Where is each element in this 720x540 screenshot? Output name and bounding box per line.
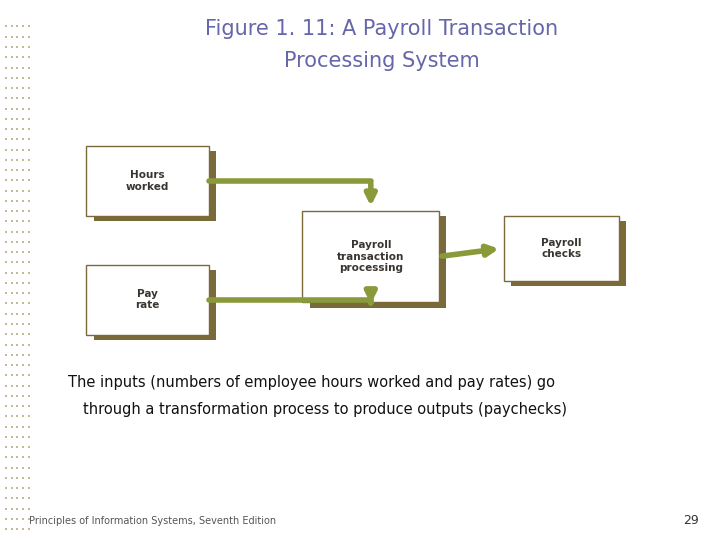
FancyBboxPatch shape [86,265,209,335]
Text: Principles of Information Systems, Seventh Edition: Principles of Information Systems, Seven… [29,516,276,526]
FancyBboxPatch shape [302,211,439,302]
FancyBboxPatch shape [310,216,446,308]
Text: Processing System: Processing System [284,51,480,71]
Text: Payroll
checks: Payroll checks [541,238,582,259]
Text: through a transformation process to produce outputs (paychecks): through a transformation process to prod… [83,402,567,417]
Text: Pay
rate: Pay rate [135,289,160,310]
FancyBboxPatch shape [86,146,209,216]
Text: 29: 29 [683,514,698,526]
FancyBboxPatch shape [94,151,216,221]
Text: The inputs (numbers of employee hours worked and pay rates) go: The inputs (numbers of employee hours wo… [68,375,555,390]
FancyBboxPatch shape [94,270,216,340]
FancyBboxPatch shape [504,216,619,281]
Text: Payroll
transaction
processing: Payroll transaction processing [337,240,405,273]
Text: Figure 1. 11: A Payroll Transaction: Figure 1. 11: A Payroll Transaction [205,19,558,39]
Text: Hours
worked: Hours worked [126,170,169,192]
FancyBboxPatch shape [511,221,626,286]
